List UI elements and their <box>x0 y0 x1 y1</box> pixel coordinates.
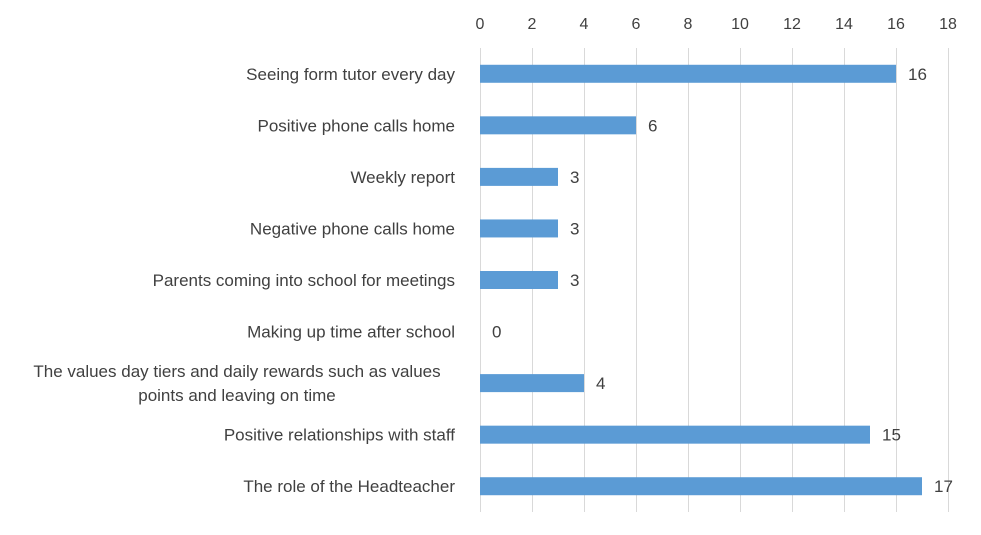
bar <box>480 425 870 444</box>
data-label: 4 <box>596 374 605 393</box>
x-tick-label: 6 <box>632 16 641 33</box>
bars <box>480 64 922 496</box>
category-label: Seeing form tutor every day <box>246 65 455 84</box>
x-axis-tick-labels: 0 2 4 6 8 10 12 14 16 18 <box>476 16 957 33</box>
bar <box>480 271 558 289</box>
bar <box>480 64 896 83</box>
category-label: Weekly report <box>350 168 455 187</box>
data-label: 15 <box>882 426 901 445</box>
data-label: 3 <box>570 271 579 290</box>
bar <box>480 477 922 496</box>
category-label: The values day tiers and daily rewards s… <box>33 362 440 405</box>
x-tick-label: 8 <box>684 16 693 33</box>
data-label: 17 <box>934 477 953 496</box>
data-label: 0 <box>492 323 501 342</box>
category-label: Negative phone calls home <box>250 219 455 238</box>
x-tick-label: 12 <box>783 16 801 33</box>
x-tick-label: 10 <box>731 16 749 33</box>
data-label: 3 <box>570 168 579 187</box>
category-labels: Seeing form tutor every day Positive phon… <box>33 65 455 496</box>
x-tick-label: 4 <box>580 16 589 33</box>
category-label-line: points and leaving on time <box>138 386 336 405</box>
x-tick-label: 2 <box>528 16 537 33</box>
category-label: Parents coming into school for meetings <box>153 271 455 290</box>
data-label: 3 <box>570 219 579 238</box>
category-label: Making up time after school <box>247 323 455 342</box>
x-tick-label: 14 <box>835 16 853 33</box>
bar <box>480 167 558 186</box>
bar <box>480 219 558 238</box>
category-label: The role of the Headteacher <box>243 477 455 496</box>
data-label: 6 <box>648 116 657 135</box>
data-labels: 16 6 3 3 3 0 4 15 17 <box>492 65 953 496</box>
x-tick-label: 18 <box>939 16 957 33</box>
data-label: 16 <box>908 65 927 84</box>
category-label: Positive relationships with staff <box>224 426 455 445</box>
x-tick-label: 16 <box>887 16 905 33</box>
bar <box>480 116 636 135</box>
category-label-line: The values day tiers and daily rewards s… <box>33 362 440 381</box>
bar <box>480 374 584 393</box>
x-tick-label: 0 <box>476 16 485 33</box>
category-label: Positive phone calls home <box>257 116 455 135</box>
